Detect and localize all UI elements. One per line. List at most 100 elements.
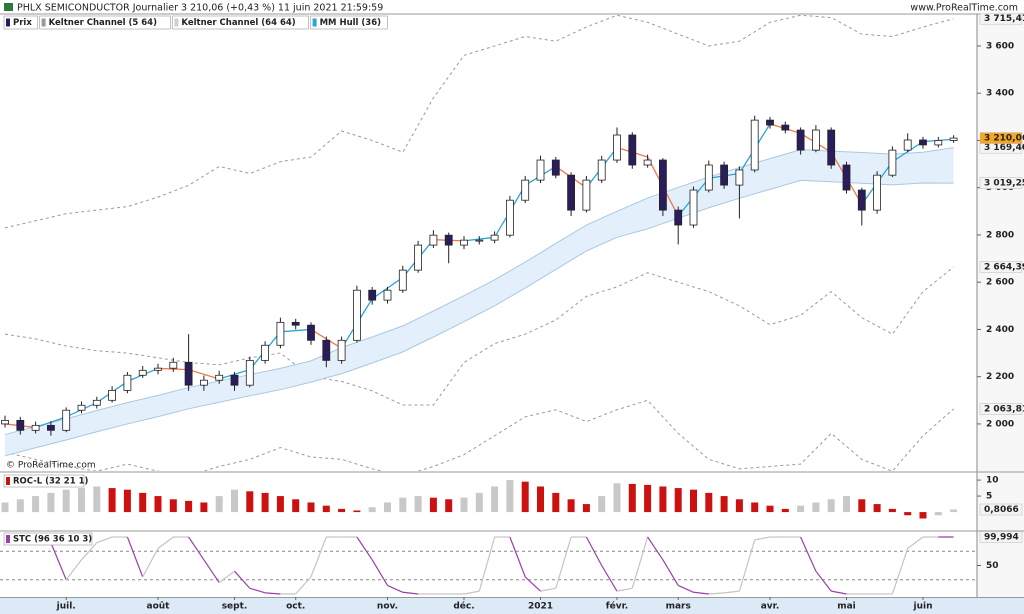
watermark: © ProRealTime.com: [6, 461, 96, 471]
candle-body: [429, 234, 438, 246]
roc-bar: [843, 496, 850, 513]
y-tick-label: 2 400: [986, 325, 1014, 335]
roc-bar: [751, 502, 759, 513]
stc-segment: [310, 536, 327, 578]
candle-body: [934, 140, 943, 146]
stc-segment: [188, 536, 205, 561]
candle-body: [873, 174, 881, 211]
candle-body: [154, 367, 162, 371]
legend-box: [172, 15, 309, 30]
x-tick-label: août: [147, 602, 171, 612]
value-tag: 3 715,41: [984, 14, 1024, 24]
candle-body: [903, 139, 912, 151]
roc-bar: [185, 500, 193, 513]
legend-label: Prix: [13, 18, 32, 28]
stc-segment: [234, 570, 251, 589]
roc-bar: [322, 505, 330, 513]
candle-body: [444, 234, 453, 246]
stc-segment: [524, 576, 541, 592]
stc-segment: [616, 587, 633, 592]
candle-body: [108, 389, 116, 401]
panel-title-box: [3, 474, 85, 488]
roc-bar: [47, 492, 55, 513]
header-title: PHLX SEMICONDUCTOR Journalier 3 210,06 (…: [17, 3, 383, 14]
candle-body: [613, 134, 621, 161]
stc-segment: [800, 536, 817, 572]
roc-bar: [690, 489, 697, 513]
candle-body: [184, 361, 193, 386]
header-site: www.ProRealTime.com: [910, 3, 1018, 14]
roc-bar: [32, 496, 40, 513]
panel-title-box: [3, 532, 93, 546]
y-axis-band: [977, 14, 1024, 598]
candle-body: [704, 164, 713, 191]
y-tick-label: 10: [986, 476, 999, 486]
legend-box: [310, 15, 388, 30]
candle-body: [414, 244, 423, 271]
candle-body: [169, 361, 178, 369]
stc-segment: [891, 548, 909, 595]
stc-segment: [631, 536, 649, 589]
stc-panel: [0, 536, 977, 595]
roc-bar: [674, 488, 682, 513]
candle-body: [521, 179, 530, 201]
roc-bar: [537, 486, 544, 513]
candle-body: [16, 419, 25, 431]
keltner-inner-ribbon: [5, 147, 954, 456]
candle-body: [47, 424, 55, 431]
roc-bar: [200, 502, 208, 513]
keltner-inner-lower: [4, 179, 954, 457]
candle-body: [337, 339, 346, 361]
roc-bar: [797, 505, 805, 513]
roc-bar: [16, 499, 24, 513]
hull-segment: [280, 328, 312, 333]
roc-bar: [414, 496, 422, 513]
stc-segment: [387, 584, 404, 593]
roc-bar: [506, 480, 514, 513]
stc-segment: [371, 559, 389, 586]
stc-segment: [402, 591, 419, 595]
stc-segment: [65, 559, 82, 581]
legend-label: Keltner Channel (5 64): [49, 18, 157, 28]
roc-bar: [246, 491, 254, 513]
candle-body: [735, 169, 744, 186]
candle-body: [567, 174, 575, 211]
roc-bar: [934, 512, 942, 516]
stc-segment: [601, 565, 618, 592]
roc-bar: [904, 512, 912, 516]
roc-bar: [552, 492, 560, 513]
candle-body: [398, 269, 407, 291]
candle-body: [582, 179, 591, 211]
roc-bar: [827, 499, 835, 513]
value-tag-box: [979, 403, 1023, 415]
candle-body: [919, 139, 927, 146]
candle-body: [460, 239, 468, 246]
legend-swatch: [6, 477, 10, 485]
roc-bar: [950, 509, 958, 513]
candle-body: [689, 189, 698, 226]
value-tag-box: [979, 177, 1023, 189]
legend-label: ROC-L (32 21 1): [13, 477, 88, 487]
stc-segment: [831, 590, 847, 595]
roc-bar: [812, 502, 820, 513]
roc-bar: [368, 507, 376, 513]
stc-segment: [50, 542, 67, 580]
stc-segment: [540, 587, 556, 592]
roc-bar: [720, 496, 728, 513]
candle-body: [307, 324, 315, 341]
roc-panel: [1, 480, 958, 519]
candle-body: [796, 129, 805, 151]
candle-body: [750, 119, 759, 171]
candle-body: [475, 239, 484, 242]
value-tag-box: [979, 261, 1023, 273]
roc-bar: [353, 510, 361, 513]
roc-bar: [521, 481, 529, 513]
candle-body: [261, 344, 270, 361]
stc-segment: [677, 584, 694, 593]
roc-bar: [781, 508, 789, 513]
roc-bar: [598, 496, 606, 513]
candle-body: [31, 424, 40, 431]
roc-bar: [460, 497, 468, 513]
legend-swatch: [41, 18, 46, 27]
